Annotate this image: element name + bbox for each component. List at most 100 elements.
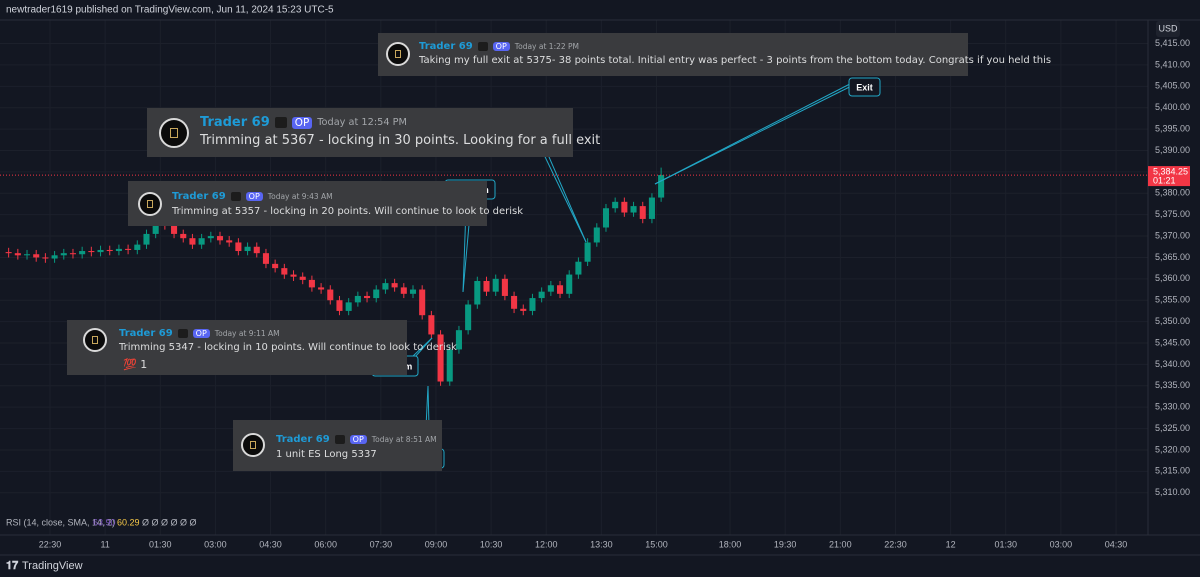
- icon: [477, 42, 488, 51]
- x-tick-label: 18:00: [719, 539, 742, 549]
- candle-body: [336, 300, 343, 311]
- candle-body: [23, 254, 31, 256]
- reaction: 💯: [123, 358, 137, 371]
- candle-body: [299, 276, 306, 280]
- author: Trader 69: [276, 434, 330, 445]
- icon: [334, 435, 345, 444]
- candle-body: [327, 289, 334, 301]
- candle-body: [419, 289, 426, 316]
- candle-body: [171, 225, 178, 234]
- time: Today at 8:51 AM: [371, 435, 437, 444]
- y-tick-label: 5,315.00: [1155, 466, 1190, 476]
- message-text: Taking my full exit at 5375- 38 points t…: [419, 55, 1052, 66]
- candle-body: [547, 285, 554, 292]
- avatar: [159, 118, 189, 148]
- x-tick-label: 22:30: [884, 539, 907, 549]
- candle-body: [207, 236, 214, 239]
- y-tick-label: 5,350.00: [1155, 316, 1190, 326]
- x-tick-label: 13:30: [590, 539, 613, 549]
- message-text: 1 unit ES Long 5337: [276, 449, 377, 460]
- candle-body: [79, 251, 86, 255]
- message: Trader 69 OP Today at 8:51 AM 1 unit ES Lo…: [233, 420, 442, 471]
- avatar: [241, 433, 265, 457]
- y-tick-label: 5,365.00: [1155, 252, 1190, 262]
- candle-body: [538, 291, 545, 299]
- author: Trader 69: [119, 328, 173, 339]
- candle-body: [409, 289, 417, 294]
- price-countdown: 01:21: [1153, 175, 1176, 185]
- candle-body: [152, 223, 159, 234]
- candle-body: [125, 248, 132, 250]
- y-tick-label: 5,405.00: [1155, 81, 1190, 91]
- candle-body: [575, 261, 582, 275]
- candle-body: [226, 240, 233, 243]
- x-tick-label: 10:30: [480, 539, 503, 549]
- y-tick-label: 5,400.00: [1155, 102, 1190, 112]
- x-tick-label: 12: [946, 539, 956, 549]
- time: Today at 12:54 PM: [317, 117, 407, 128]
- indicator-label: RSI (14, close, SMA, 14, 2): [6, 517, 115, 527]
- candle-body: [180, 233, 187, 239]
- price-label: 5,384.25: [1153, 166, 1188, 176]
- candle-body: [88, 251, 95, 253]
- message: Trader 69 OP Today at 9:11 AM Trimming 534…: [67, 320, 457, 375]
- author: Trader 69: [200, 115, 270, 130]
- x-tick-label: 07:30: [370, 539, 393, 549]
- y-tick-label: 5,380.00: [1155, 188, 1190, 198]
- header: newtrader1619 published on TradingView.c…: [6, 5, 334, 16]
- y-tick-label: 5,345.00: [1155, 337, 1190, 347]
- x-tick-label: 04:30: [259, 539, 282, 549]
- candle-body: [520, 308, 527, 311]
- candle-body: [566, 274, 573, 294]
- y-tick-label: 5,360.00: [1155, 273, 1190, 283]
- candle-body: [308, 279, 315, 288]
- currency: USD: [1158, 23, 1178, 33]
- x-tick-label: 15:00: [645, 539, 668, 549]
- message: Trader 69 OP Today at 12:54 PM Trimming at…: [147, 108, 600, 157]
- message-text: Trimming at 5367 - locking in 30 points.…: [200, 133, 601, 148]
- icon: [177, 329, 188, 338]
- y-tick-label: 5,330.00: [1155, 402, 1190, 412]
- y-tick-label: 5,325.00: [1155, 423, 1190, 433]
- y-tick-label: 5,335.00: [1155, 380, 1190, 390]
- candle-body: [474, 280, 481, 305]
- x-tick-label: 03:00: [204, 539, 227, 549]
- candle-body: [455, 330, 462, 350]
- candle-body: [69, 253, 77, 255]
- candle-body: [483, 280, 490, 292]
- currency-box: [1156, 21, 1180, 37]
- reaction-count: 1: [140, 358, 148, 371]
- candle-body: [33, 254, 40, 258]
- message: Trader 69 OP Today at 1:22 PM Taking my fu…: [378, 33, 1051, 76]
- x-tick-label: 22:30: [39, 539, 62, 549]
- candle-body: [290, 274, 297, 277]
- x-tick-label: 21:00: [829, 539, 852, 549]
- candle-body: [364, 295, 371, 299]
- candle-body: [428, 315, 435, 335]
- y-tick-label: 5,340.00: [1155, 359, 1190, 369]
- candle-body: [465, 304, 472, 331]
- candle-body: [391, 283, 398, 288]
- y-tick-label: 5,355.00: [1155, 295, 1190, 305]
- icon: [230, 192, 241, 201]
- candle-body: [5, 252, 12, 254]
- x-tick-label: 09:00: [425, 539, 448, 549]
- candle-body: [373, 289, 380, 299]
- time: Today at 9:43 AM: [267, 192, 333, 201]
- candle-body: [143, 233, 150, 245]
- candle-body: [501, 278, 508, 296]
- x-tick-label: 19:30: [774, 539, 797, 549]
- x-tick-label: 11: [100, 539, 109, 549]
- x-tick-label: 04:30: [1105, 539, 1128, 549]
- y-tick-label: 5,395.00: [1155, 123, 1190, 133]
- indicator-value: 60.29: [117, 517, 140, 527]
- x-tick-label: 12:00: [535, 539, 558, 549]
- message-text: Trimming at 5357 - locking in 20 points.…: [172, 206, 524, 217]
- x-tick-label: 03:00: [1050, 539, 1073, 549]
- badge: OP: [291, 116, 313, 129]
- y-tick-label: 5,390.00: [1155, 145, 1190, 155]
- candle-body: [51, 255, 58, 259]
- candle-body: [235, 242, 242, 252]
